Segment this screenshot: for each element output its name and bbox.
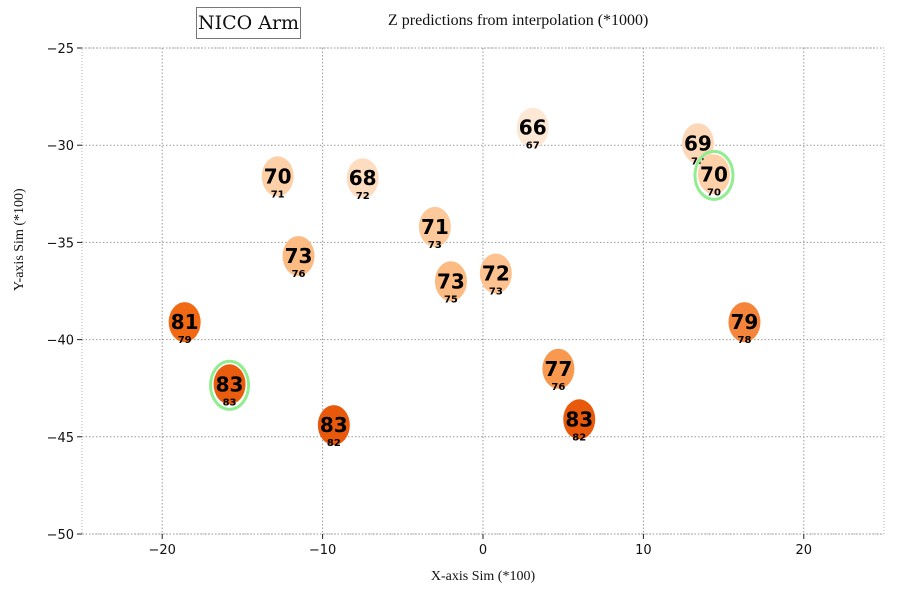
data-point	[697, 154, 730, 195]
data-value-label: 70	[700, 162, 728, 186]
data-sub-label: 76	[551, 382, 565, 393]
chart-title: NICO Arm	[196, 7, 301, 39]
data-sub-label: 83	[223, 397, 237, 408]
data-sub-label: 71	[271, 189, 285, 200]
y-tick-label: −25	[47, 42, 74, 57]
data-sub-label: 82	[327, 438, 341, 449]
data-point	[563, 399, 596, 440]
chart-subtitle: Z predictions from interpolation (*1000)	[388, 12, 649, 29]
data-value-label: 79	[731, 310, 759, 334]
data-sub-label: 78	[737, 335, 751, 346]
y-axis-label: Y-axis Sim (*100)	[12, 188, 27, 291]
y-tick-label: −45	[47, 431, 74, 446]
highlight-ring	[693, 149, 735, 201]
data-sub-label: 70	[707, 187, 721, 198]
y-tick-label: −50	[47, 528, 74, 543]
highlight-ring	[209, 359, 251, 411]
y-tick-label: −30	[47, 139, 74, 154]
x-tick-label: −20	[148, 543, 175, 558]
data-point	[434, 261, 467, 302]
data-value-label: 70	[264, 164, 292, 188]
data-value-label: 68	[349, 166, 377, 190]
data-sub-label: 67	[526, 141, 540, 152]
data-sub-label: 76	[292, 269, 306, 280]
data-value-label: 83	[320, 413, 348, 437]
data-sub-label: 73	[489, 287, 503, 298]
x-tick-label: 20	[796, 543, 813, 558]
data-point	[282, 236, 315, 277]
data-value-label: 81	[171, 310, 199, 334]
y-tick-label: −40	[47, 334, 74, 349]
x-tick-label: −10	[309, 543, 336, 558]
data-value-label: 83	[216, 372, 244, 396]
data-point	[213, 364, 246, 405]
data-point	[418, 206, 451, 247]
data-point	[516, 107, 549, 148]
data-value-label: 73	[437, 269, 465, 293]
data-sub-label: 82	[572, 432, 586, 443]
data-point	[479, 253, 512, 294]
data-value-label: 71	[421, 215, 449, 239]
data-point	[346, 158, 379, 199]
data-point	[317, 405, 350, 446]
data-sub-label: 73	[428, 240, 442, 251]
data-value-label: 83	[565, 407, 593, 431]
data-point	[728, 302, 761, 343]
data-value-label: 72	[482, 262, 510, 286]
x-tick-label: 0	[479, 543, 487, 558]
data-sub-label: 75	[444, 294, 458, 305]
y-tick-label: −35	[47, 236, 74, 251]
data-point	[168, 302, 201, 343]
x-tick-label: 10	[635, 543, 652, 558]
data-point	[542, 348, 575, 389]
data-value-label: 77	[544, 357, 572, 381]
data-value-label: 66	[519, 116, 547, 140]
data-point	[261, 156, 294, 197]
x-axis-label: X-axis Sim (*100)	[430, 569, 536, 584]
data-sub-label: 72	[356, 191, 370, 202]
data-sub-label: 79	[178, 335, 192, 346]
data-value-label: 73	[285, 244, 313, 268]
